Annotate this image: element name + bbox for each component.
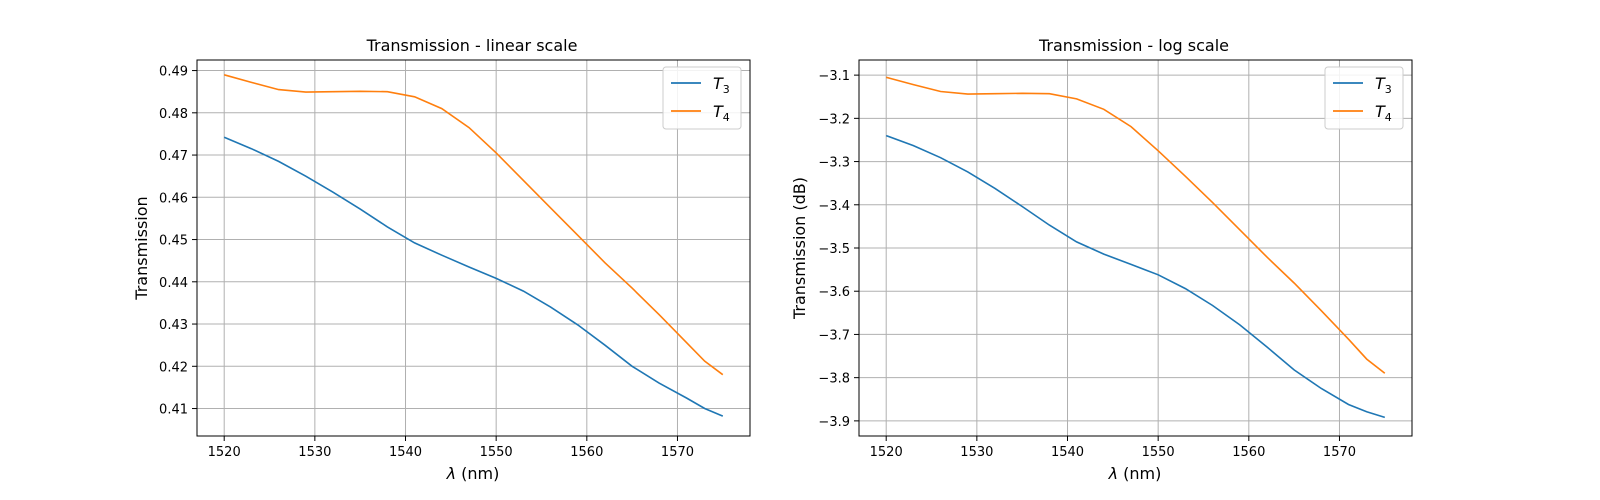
y-tick-label: 0.41 — [159, 403, 188, 418]
y-tick-label: −3.2 — [818, 112, 850, 127]
legend-label: T3 — [713, 74, 730, 96]
y-axis-label: Transmission — [132, 196, 151, 300]
y-tick-label: −3.9 — [818, 415, 850, 430]
x-tick-label: 1560 — [570, 445, 603, 460]
x-tick-label: 1570 — [661, 445, 694, 460]
x-tick-label: 1550 — [480, 445, 513, 460]
y-tick-label: −3.3 — [818, 156, 850, 171]
series-line-T3 — [223, 136, 724, 417]
x-tick-label: 1520 — [208, 445, 241, 460]
plot-area-frame — [196, 59, 751, 437]
axis-ticks: 1520 1530 1540 1550 1560 1570 0.41 0.42 0.43 0.44… — [159, 65, 694, 460]
x-tick-label: 1520 — [870, 445, 903, 460]
y-tick-label: 0.46 — [159, 191, 188, 206]
series-line-T4 — [223, 74, 724, 376]
series-lines — [885, 76, 1386, 419]
y-tick-label: 0.48 — [159, 107, 188, 122]
chart-title: Transmission - log scale — [1038, 36, 1229, 55]
y-tick-label: −3.5 — [818, 242, 850, 257]
x-tick-label: 1550 — [1142, 445, 1175, 460]
x-axis-label: λ (nm) — [1108, 464, 1162, 483]
y-tick-label: 0.47 — [159, 149, 188, 164]
x-tick-label: 1540 — [1051, 445, 1084, 460]
x-tick-label: 1540 — [389, 445, 422, 460]
x-tick-label: 1530 — [960, 445, 993, 460]
y-tick-label: 0.43 — [159, 318, 188, 333]
y-axis-label: Transmission (dB) — [790, 177, 809, 320]
chart-log-scale: Transmission - log scale 1520 1530 1540 155… — [790, 36, 1413, 483]
x-tick-label: 1530 — [298, 445, 331, 460]
chart-linear-scale: Transmission - linear scale 1520 1530 1540… — [132, 36, 751, 483]
legend-label: T3 — [1375, 74, 1392, 96]
y-tick-label: 0.49 — [159, 65, 188, 80]
series-lines — [223, 74, 724, 417]
series-line-T4 — [885, 76, 1386, 374]
series-line-T3 — [885, 134, 1386, 419]
y-tick-label: 0.44 — [159, 276, 188, 291]
y-tick-label: −3.1 — [818, 69, 850, 84]
axis-ticks: 1520 1530 1540 1550 1560 1570 −3.1 −3.2 −3.3 −3.4… — [818, 69, 1356, 460]
y-tick-label: −3.8 — [818, 372, 850, 387]
x-tick-label: 1570 — [1323, 445, 1356, 460]
y-tick-label: −3.4 — [818, 199, 850, 214]
legend-label: T4 — [713, 102, 730, 124]
grid — [197, 60, 750, 436]
grid — [859, 60, 1412, 436]
x-axis-label: λ (nm) — [446, 464, 500, 483]
y-tick-label: −3.6 — [818, 285, 850, 300]
chart-title: Transmission - linear scale — [366, 36, 578, 55]
x-tick-label: 1560 — [1232, 445, 1265, 460]
y-tick-label: 0.45 — [159, 234, 188, 249]
y-tick-label: −3.7 — [818, 328, 850, 343]
y-tick-label: 0.42 — [159, 360, 188, 375]
legend-label: T4 — [1375, 102, 1392, 124]
